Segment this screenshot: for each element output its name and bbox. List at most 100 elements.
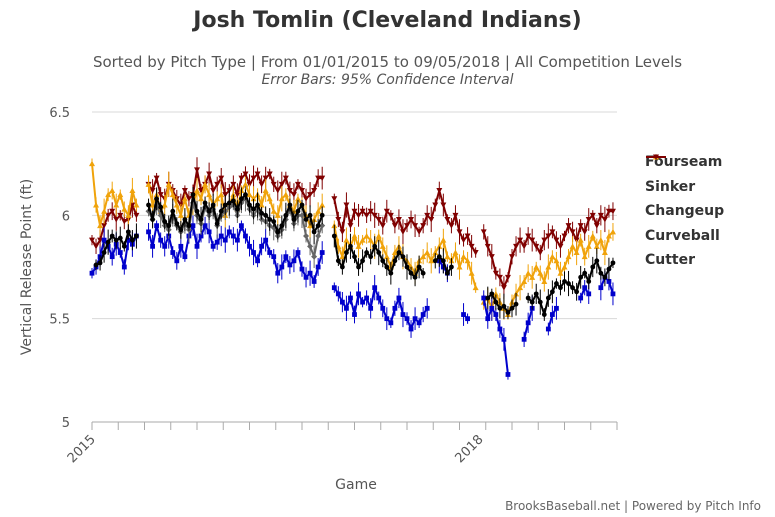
data-point <box>339 299 345 305</box>
legend-item-cutter[interactable]: Cutter <box>645 154 724 273</box>
data-point <box>161 202 168 208</box>
data-point <box>153 175 160 182</box>
data-point <box>460 253 467 260</box>
data-point <box>89 237 95 244</box>
data-point <box>565 253 572 260</box>
data-point <box>125 237 131 243</box>
data-point <box>537 299 543 305</box>
data-point <box>553 257 560 264</box>
data-point <box>376 250 382 255</box>
data-point <box>286 188 293 194</box>
data-point <box>178 227 184 233</box>
data-point <box>359 237 366 243</box>
data-point <box>367 237 374 243</box>
data-point <box>488 254 495 260</box>
data-point <box>146 229 151 235</box>
data-point <box>343 202 350 208</box>
data-point <box>315 264 321 270</box>
data-point <box>262 175 269 182</box>
data-point <box>367 208 374 215</box>
data-point <box>271 254 277 260</box>
data-point <box>311 188 318 194</box>
data-point <box>606 266 612 272</box>
data-point <box>517 237 524 244</box>
data-point <box>521 278 528 284</box>
data-point <box>432 202 439 208</box>
legend[interactable]: Fourseam Sinker Changeup Curveball Cutter <box>645 150 724 273</box>
data-point <box>456 229 463 235</box>
data-point <box>222 202 228 208</box>
data-point <box>331 233 337 239</box>
data-point <box>93 262 99 268</box>
data-point <box>230 181 237 188</box>
data-point <box>396 295 402 301</box>
data-point <box>154 196 160 202</box>
data-point <box>424 249 431 256</box>
legend-item-changeup[interactable]: Changeup <box>645 154 724 224</box>
data-point <box>254 171 261 177</box>
data-point <box>363 233 370 239</box>
data-point <box>242 181 249 187</box>
data-point <box>319 202 326 208</box>
data-point <box>566 281 571 286</box>
data-point <box>319 250 325 255</box>
data-point <box>266 195 273 202</box>
data-point <box>392 258 398 264</box>
data-point <box>295 250 301 255</box>
data-point <box>554 305 559 311</box>
data-point <box>368 305 374 311</box>
data-point <box>158 204 164 210</box>
data-point <box>194 187 200 194</box>
data-point <box>428 257 435 264</box>
data-point <box>440 258 446 264</box>
credits-text[interactable]: BrooksBaseball.net | Powered by Pitch In… <box>505 499 761 513</box>
series-fourseam <box>93 187 616 321</box>
legend-item-sinker[interactable]: Sinker <box>645 154 724 200</box>
data-point <box>133 212 140 219</box>
data-point <box>174 258 180 264</box>
data-point <box>230 191 237 198</box>
data-point <box>610 291 616 297</box>
data-point <box>549 312 555 317</box>
data-point <box>247 243 252 249</box>
data-point <box>210 243 216 249</box>
data-point <box>263 237 269 243</box>
data-point <box>259 243 265 249</box>
data-point <box>294 195 301 202</box>
data-point <box>319 222 326 229</box>
data-point <box>218 175 225 182</box>
data-point <box>218 233 224 239</box>
data-point <box>109 233 115 239</box>
data-point <box>412 223 419 229</box>
legend-item-curveball[interactable]: Curveball <box>645 154 724 249</box>
data-point <box>554 281 559 286</box>
data-point <box>129 187 136 194</box>
data-point <box>251 206 256 212</box>
data-point <box>391 249 398 256</box>
data-point <box>501 336 507 342</box>
data-point <box>509 305 515 311</box>
chart-title: Josh Tomlin (Cleveland Indians) <box>193 8 582 33</box>
data-point <box>565 223 572 229</box>
data-point <box>351 208 358 215</box>
data-point <box>230 233 236 239</box>
data-point <box>117 235 123 241</box>
data-point <box>105 191 112 198</box>
data-point <box>489 305 495 311</box>
data-point <box>89 160 95 167</box>
data-point <box>162 243 168 249</box>
data-point <box>194 243 200 249</box>
data-point <box>190 192 196 198</box>
data-point <box>356 291 361 297</box>
data-point <box>299 266 305 272</box>
data-point <box>202 200 208 206</box>
data-point <box>125 229 131 235</box>
data-point <box>359 208 366 215</box>
data-point <box>529 274 536 280</box>
data-point <box>299 202 305 208</box>
grid-lines <box>92 111 617 423</box>
data-point <box>113 216 120 223</box>
data-point <box>472 250 479 256</box>
data-point <box>541 237 548 244</box>
data-point <box>436 243 443 249</box>
